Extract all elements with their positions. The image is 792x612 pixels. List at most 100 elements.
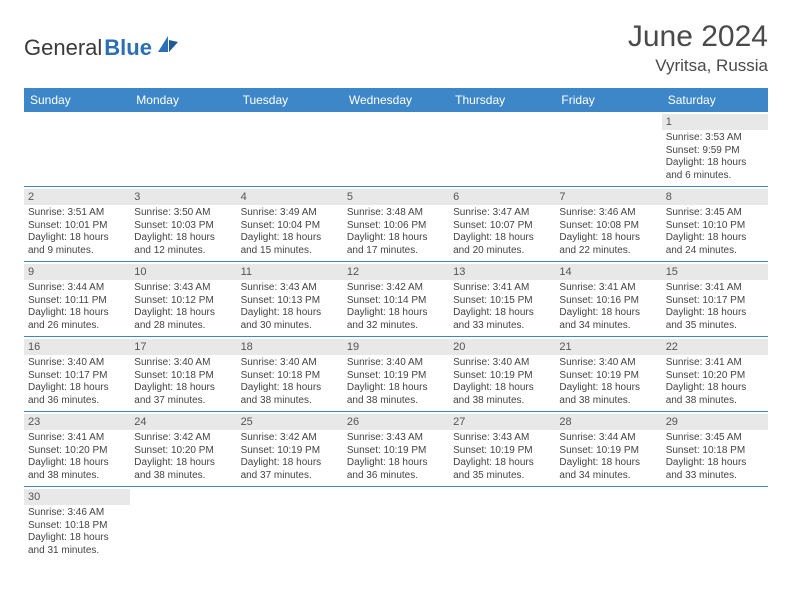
calendar-cell: 12Sunrise: 3:42 AMSunset: 10:14 PMDaylig… bbox=[343, 262, 449, 337]
calendar-cell bbox=[449, 487, 555, 562]
calendar-cell bbox=[343, 112, 449, 187]
day-info: Sunrise: 3:40 AMSunset: 10:19 PMDaylight… bbox=[347, 357, 445, 407]
sunrise: Sunrise: 3:40 AM bbox=[241, 357, 339, 370]
day-number: 22 bbox=[662, 339, 768, 355]
calendar-cell: 8Sunrise: 3:45 AMSunset: 10:10 PMDayligh… bbox=[662, 187, 768, 262]
calendar-row: 30Sunrise: 3:46 AMSunset: 10:18 PMDaylig… bbox=[24, 487, 768, 562]
day-info: Sunrise: 3:44 AMSunset: 10:11 PMDaylight… bbox=[28, 282, 126, 332]
daylight: Daylight: 18 hours and 35 minutes. bbox=[453, 457, 551, 482]
daylight: Daylight: 18 hours and 17 minutes. bbox=[347, 232, 445, 257]
calendar-cell bbox=[662, 487, 768, 562]
weekday-header: Sunday bbox=[24, 88, 130, 112]
calendar-cell: 22Sunrise: 3:41 AMSunset: 10:20 PMDaylig… bbox=[662, 337, 768, 412]
day-info: Sunrise: 3:42 AMSunset: 10:14 PMDaylight… bbox=[347, 282, 445, 332]
day-number: 27 bbox=[449, 414, 555, 430]
day-number: 24 bbox=[130, 414, 236, 430]
sunset: Sunset: 10:19 PM bbox=[559, 370, 657, 383]
calendar-row: 9Sunrise: 3:44 AMSunset: 10:11 PMDayligh… bbox=[24, 262, 768, 337]
day-number: 26 bbox=[343, 414, 449, 430]
daylight: Daylight: 18 hours and 24 minutes. bbox=[666, 232, 764, 257]
title-block: June 2024 Vyritsa, Russia bbox=[628, 20, 768, 76]
day-info: Sunrise: 3:45 AMSunset: 10:18 PMDaylight… bbox=[666, 432, 764, 482]
sunset: Sunset: 10:19 PM bbox=[453, 445, 551, 458]
daylight: Daylight: 18 hours and 38 minutes. bbox=[241, 382, 339, 407]
calendar-cell: 11Sunrise: 3:43 AMSunset: 10:13 PMDaylig… bbox=[237, 262, 343, 337]
day-number: 28 bbox=[555, 414, 661, 430]
sunset: Sunset: 10:20 PM bbox=[28, 445, 126, 458]
logo-text-blue: Blue bbox=[104, 35, 152, 61]
calendar-cell bbox=[449, 112, 555, 187]
sunset: Sunset: 10:08 PM bbox=[559, 220, 657, 233]
sunset: Sunset: 10:07 PM bbox=[453, 220, 551, 233]
sunset: Sunset: 10:20 PM bbox=[134, 445, 232, 458]
logo-text-general: General bbox=[24, 35, 102, 61]
logo-sail-icon bbox=[156, 34, 180, 54]
day-info: Sunrise: 3:41 AMSunset: 10:16 PMDaylight… bbox=[559, 282, 657, 332]
calendar-cell: 9Sunrise: 3:44 AMSunset: 10:11 PMDayligh… bbox=[24, 262, 130, 337]
sunrise: Sunrise: 3:40 AM bbox=[347, 357, 445, 370]
day-info: Sunrise: 3:41 AMSunset: 10:15 PMDaylight… bbox=[453, 282, 551, 332]
day-info: Sunrise: 3:42 AMSunset: 10:19 PMDaylight… bbox=[241, 432, 339, 482]
sunrise: Sunrise: 3:43 AM bbox=[347, 432, 445, 445]
daylight: Daylight: 18 hours and 20 minutes. bbox=[453, 232, 551, 257]
calendar-cell bbox=[237, 112, 343, 187]
calendar-row: 16Sunrise: 3:40 AMSunset: 10:17 PMDaylig… bbox=[24, 337, 768, 412]
day-number: 15 bbox=[662, 264, 768, 280]
day-info: Sunrise: 3:46 AMSunset: 10:18 PMDaylight… bbox=[28, 507, 126, 557]
sunset: Sunset: 10:19 PM bbox=[559, 445, 657, 458]
sunrise: Sunrise: 3:49 AM bbox=[241, 207, 339, 220]
calendar-cell: 14Sunrise: 3:41 AMSunset: 10:16 PMDaylig… bbox=[555, 262, 661, 337]
sunrise: Sunrise: 3:53 AM bbox=[666, 132, 764, 145]
sunrise: Sunrise: 3:42 AM bbox=[347, 282, 445, 295]
daylight: Daylight: 18 hours and 38 minutes. bbox=[453, 382, 551, 407]
calendar-cell bbox=[343, 487, 449, 562]
calendar-cell: 17 Sunrise: 3:40 AMSunset: 10:18 PMDaylig… bbox=[130, 337, 236, 412]
sunset: Sunset: 10:01 PM bbox=[28, 220, 126, 233]
sunrise: Sunrise: 3:44 AM bbox=[28, 282, 126, 295]
calendar-row: 2Sunrise: 3:51 AMSunset: 10:01 PMDayligh… bbox=[24, 187, 768, 262]
sunset: Sunset: 10:19 PM bbox=[347, 445, 445, 458]
calendar-cell bbox=[237, 487, 343, 562]
day-info: Sunrise: 3:53 AMSunset: 9:59 PMDaylight:… bbox=[666, 132, 764, 182]
daylight: Daylight: 18 hours and 9 minutes. bbox=[28, 232, 126, 257]
calendar-cell: 20Sunrise: 3:40 AMSunset: 10:19 PMDaylig… bbox=[449, 337, 555, 412]
calendar-row: 23Sunrise: 3:41 AMSunset: 10:20 PMDaylig… bbox=[24, 412, 768, 487]
calendar-cell: 2 Sunrise: 3:51 AMSunset: 10:01 PMDayligh… bbox=[24, 187, 130, 262]
sunset: Sunset: 10:04 PM bbox=[241, 220, 339, 233]
sunrise: Sunrise: 3:46 AM bbox=[28, 507, 126, 520]
calendar-row: 1Sunrise: 3:53 AMSunset: 9:59 PMDaylight… bbox=[24, 112, 768, 187]
day-info: Sunrise: 3:43 AMSunset: 10:19 PMDaylight… bbox=[453, 432, 551, 482]
day-info: Sunrise: 3:40 AMSunset: 10:18 PMDaylight… bbox=[134, 357, 232, 407]
calendar-cell: 5Sunrise: 3:48 AMSunset: 10:06 PMDayligh… bbox=[343, 187, 449, 262]
daylight: Daylight: 18 hours and 15 minutes. bbox=[241, 232, 339, 257]
day-number: 6 bbox=[449, 189, 555, 205]
day-number: 3 bbox=[130, 189, 236, 205]
day-number: 2 bbox=[24, 189, 130, 205]
daylight: Daylight: 18 hours and 22 minutes. bbox=[559, 232, 657, 257]
sunrise: Sunrise: 3:40 AM bbox=[559, 357, 657, 370]
daylight: Daylight: 18 hours and 38 minutes. bbox=[559, 382, 657, 407]
day-number: 17 bbox=[130, 339, 236, 355]
calendar-cell: 29Sunrise: 3:45 AMSunset: 10:18 PMDaylig… bbox=[662, 412, 768, 487]
daylight: Daylight: 18 hours and 37 minutes. bbox=[134, 382, 232, 407]
calendar-cell: 21Sunrise: 3:40 AMSunset: 10:19 PMDaylig… bbox=[555, 337, 661, 412]
sunset: Sunset: 10:15 PM bbox=[453, 295, 551, 308]
day-info: Sunrise: 3:40 AMSunset: 10:17 PMDaylight… bbox=[28, 357, 126, 407]
sunrise: Sunrise: 3:43 AM bbox=[134, 282, 232, 295]
calendar-cell: 6Sunrise: 3:47 AMSunset: 10:07 PMDayligh… bbox=[449, 187, 555, 262]
sunset: Sunset: 10:12 PM bbox=[134, 295, 232, 308]
day-info: Sunrise: 3:43 AMSunset: 10:12 PMDaylight… bbox=[134, 282, 232, 332]
sunset: Sunset: 10:13 PM bbox=[241, 295, 339, 308]
weekday-header: Wednesday bbox=[343, 88, 449, 112]
day-info: Sunrise: 3:40 AMSunset: 10:19 PMDaylight… bbox=[559, 357, 657, 407]
sunrise: Sunrise: 3:42 AM bbox=[241, 432, 339, 445]
daylight: Daylight: 18 hours and 28 minutes. bbox=[134, 307, 232, 332]
sunset: Sunset: 10:03 PM bbox=[134, 220, 232, 233]
calendar-cell bbox=[130, 112, 236, 187]
sunrise: Sunrise: 3:51 AM bbox=[28, 207, 126, 220]
weekday-header: Friday bbox=[555, 88, 661, 112]
sunset: Sunset: 10:14 PM bbox=[347, 295, 445, 308]
day-number: 7 bbox=[555, 189, 661, 205]
daylight: Daylight: 18 hours and 34 minutes. bbox=[559, 457, 657, 482]
calendar-cell: 27 Sunrise: 3:43 AMSunset: 10:19 PMDaylig… bbox=[449, 412, 555, 487]
